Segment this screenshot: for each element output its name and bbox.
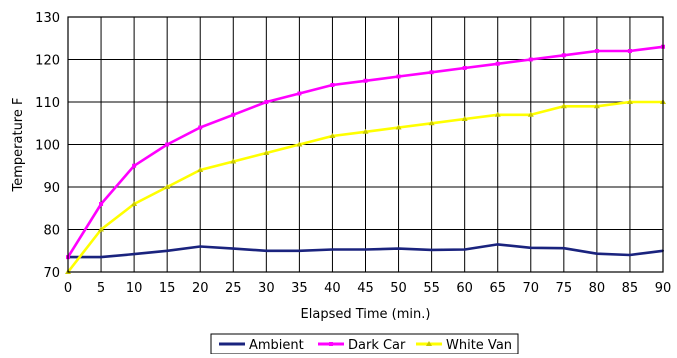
legend-label: White Van (446, 338, 512, 353)
data-point (231, 112, 236, 117)
data-point (626, 99, 633, 104)
x-tick-label: 50 (390, 281, 407, 296)
data-point (363, 78, 368, 83)
data-point (462, 66, 467, 70)
data-point (429, 70, 434, 75)
data-point (296, 141, 303, 147)
data-point (232, 247, 235, 250)
data-point (362, 128, 369, 134)
data-point (199, 245, 202, 248)
y-tick-label: 80 (43, 224, 60, 239)
plot-frame (67, 16, 664, 273)
data-point (527, 111, 534, 117)
x-tick-label: 20 (192, 281, 209, 296)
y-tick-label: 70 (43, 266, 60, 281)
x-tick-label: 60 (456, 281, 473, 296)
data-point (99, 202, 104, 206)
data-point (331, 248, 334, 251)
x-tick-label: 25 (225, 281, 242, 296)
data-point (329, 133, 336, 138)
data-point (132, 163, 137, 168)
data-point (265, 249, 268, 252)
data-point (428, 120, 435, 126)
data-point (463, 248, 466, 251)
data-point (131, 201, 138, 206)
data-point (98, 226, 105, 232)
y-tick-label: 120 (35, 54, 60, 69)
x-tick-label: 80 (589, 281, 606, 296)
x-tick-label: 85 (622, 281, 639, 296)
data-point (495, 61, 500, 66)
data-point (595, 252, 598, 255)
y-axis-title: Temperature F (11, 98, 26, 193)
data-point (198, 125, 203, 130)
data-point (264, 100, 269, 104)
x-tick-label: 15 (159, 281, 176, 296)
x-tick-label: 70 (523, 281, 540, 296)
data-point (494, 111, 501, 117)
data-point (593, 103, 600, 109)
x-tick-label: 75 (556, 281, 573, 296)
data-point (561, 53, 566, 58)
tick-labels: 0 5 10 15 20 25 30 35 40 45 50 55 60 65 70 75 80 85 90 70 80… (35, 11, 671, 296)
data-point (430, 248, 433, 251)
data-point (263, 150, 270, 155)
data-point (594, 49, 599, 53)
data-point (395, 124, 402, 130)
y-tick-label: 100 (35, 139, 60, 154)
x-tick-label: 40 (324, 281, 341, 296)
legend-marker (329, 342, 333, 346)
y-tick-label: 130 (35, 11, 60, 26)
data-point (396, 74, 401, 79)
x-tick-label: 45 (357, 281, 374, 296)
x-tick-label: 0 (64, 281, 72, 296)
data-point (627, 49, 632, 53)
y-tick-label: 110 (35, 96, 60, 111)
data-point (529, 246, 532, 249)
x-tick-label: 65 (489, 281, 506, 296)
data-point (166, 249, 169, 252)
data-point (364, 248, 367, 251)
data-point (528, 57, 533, 62)
x-tick-label: 35 (291, 281, 308, 296)
x-axis-title: Elapsed Time (min.) (301, 307, 431, 322)
data-point (165, 142, 170, 147)
data-point (461, 116, 468, 121)
data-point (298, 249, 301, 252)
data-point (628, 254, 631, 256)
data-point (562, 247, 565, 250)
legend-label: Dark Car (348, 338, 406, 353)
data-point (197, 167, 204, 172)
data-point (330, 83, 335, 87)
data-point (560, 103, 567, 109)
data-point (496, 243, 499, 246)
data-point (230, 158, 237, 164)
y-tick-label: 90 (43, 181, 60, 196)
gridlines (67, 16, 664, 273)
data-point (100, 256, 103, 259)
x-tick-label: 55 (423, 281, 440, 296)
legend: Ambient Dark Car White Van (210, 333, 519, 355)
x-tick-label: 10 (126, 281, 143, 296)
data-point (397, 247, 400, 250)
data-point (297, 91, 302, 96)
legend-label: Ambient (249, 338, 304, 353)
data-point (164, 184, 171, 189)
x-tick-label: 30 (258, 281, 275, 296)
x-tick-label: 5 (97, 281, 105, 296)
series-lines (65, 44, 666, 274)
x-tick-label: 90 (655, 281, 672, 296)
data-point (133, 253, 136, 256)
plot-border (67, 16, 664, 273)
legend-marker (426, 341, 432, 346)
